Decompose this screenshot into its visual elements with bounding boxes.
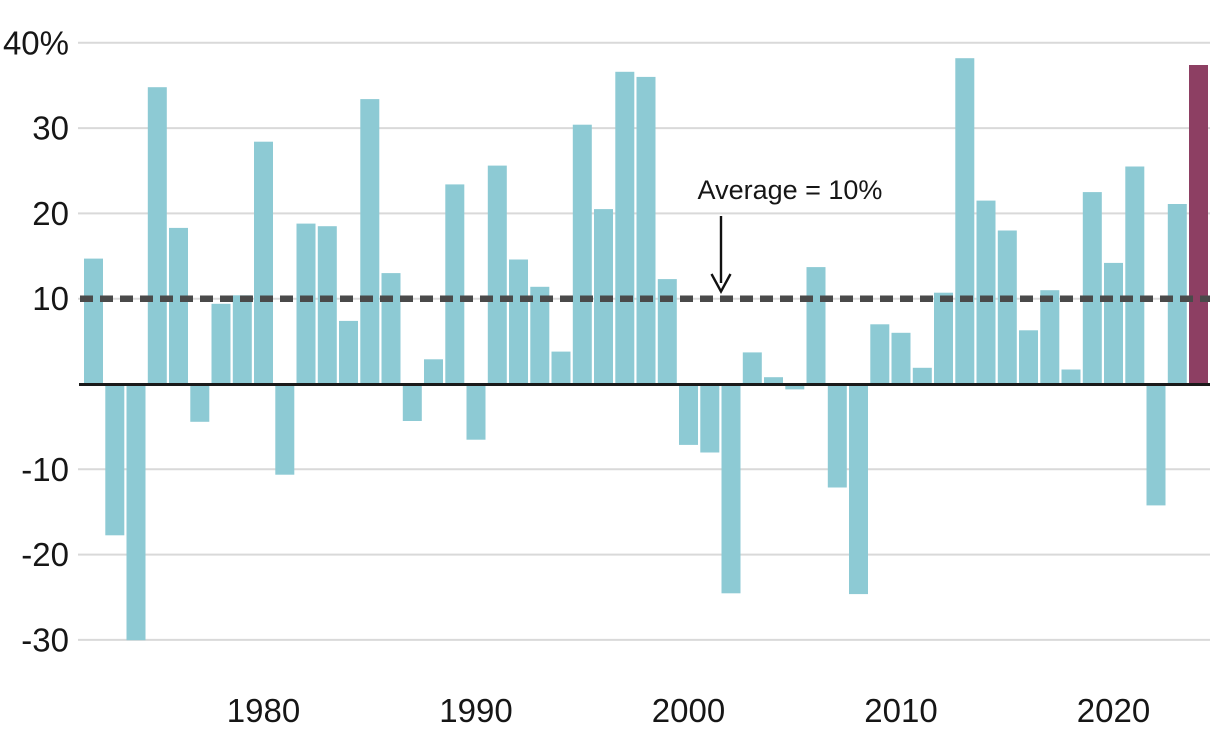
bar-1998: [636, 76, 656, 385]
annotation: Average = 10%: [698, 175, 883, 295]
bars: [84, 58, 1208, 641]
y-axis-label-30: 30: [32, 110, 69, 147]
bar-2021: [1125, 166, 1145, 384]
y-axis-label--30: -30: [21, 621, 69, 658]
bar-1993: [530, 286, 550, 384]
bar-2006: [806, 267, 826, 384]
bar-1991: [487, 165, 507, 384]
bar-1986: [381, 273, 401, 384]
bar-2005: [785, 384, 805, 390]
bar-1999: [657, 279, 677, 384]
bar-2000: [679, 384, 698, 445]
x-axis-label-2020: 2020: [1077, 692, 1150, 729]
x-axis-label-1980: 1980: [227, 692, 300, 729]
bar-1989: [445, 184, 465, 384]
y-axis-label-40: 40%: [3, 24, 69, 61]
bar-1975: [147, 87, 167, 384]
bar-2022: [1146, 384, 1166, 506]
bar-2002: [721, 384, 741, 594]
y-axis-label-20: 20: [32, 195, 69, 232]
y-axis-label--20: -20: [21, 536, 69, 573]
bar-1987: [402, 384, 422, 421]
x-axis-label-2010: 2010: [864, 692, 937, 729]
annotation-arrowhead-icon: [710, 273, 732, 295]
bar-1977: [190, 384, 210, 422]
bar-1990: [466, 384, 486, 440]
bar-2023: [1167, 204, 1187, 384]
bar-2024: [1189, 65, 1208, 384]
bar-1985: [360, 99, 380, 384]
bar-1982: [296, 223, 316, 384]
bar-1981: [275, 384, 295, 475]
y-axis-label-10: 10: [32, 280, 69, 317]
bar-2019: [1082, 192, 1102, 384]
bar-2009: [870, 324, 890, 384]
bar-2018: [1061, 369, 1081, 384]
bar-1973: [105, 384, 125, 536]
bar-1978: [211, 303, 231, 384]
bar-1974: [126, 384, 146, 641]
x-axis-label-2000: 2000: [652, 692, 725, 729]
bar-2013: [955, 58, 975, 384]
bar-1992: [509, 259, 528, 384]
bar-1984: [339, 320, 358, 384]
bar-2015: [997, 230, 1017, 384]
bar-1983: [317, 226, 337, 384]
bar-1995: [572, 124, 592, 384]
bar-2016: [1019, 330, 1038, 384]
bar-2003: [742, 352, 762, 384]
bar-1980: [254, 141, 273, 384]
bar-1979: [232, 295, 252, 384]
bar-2010: [891, 332, 911, 384]
x-axis-label-1990: 1990: [439, 692, 512, 729]
bar-1994: [551, 351, 571, 384]
annotation-text: Average = 10%: [698, 175, 883, 205]
x-axis-labels: 1980 1990 2000 2010 2020: [227, 692, 1150, 729]
bar-1997: [615, 71, 635, 385]
bar-2017: [1040, 290, 1060, 384]
bar-2001: [700, 384, 720, 453]
bar-2011: [912, 367, 932, 384]
bar-1976: [169, 227, 188, 384]
bar-2007: [827, 384, 847, 488]
y-axis-labels: 40% 30 20 10 -10 -20 -30: [3, 24, 69, 658]
bar-2014: [976, 200, 996, 384]
bar-2012: [934, 292, 953, 384]
bar-2020: [1104, 262, 1123, 384]
bar-1988: [424, 359, 443, 384]
bar-2004: [764, 377, 783, 384]
bar-1972: [84, 258, 103, 384]
bar-2008: [849, 384, 868, 595]
y-axis-label--10: -10: [21, 451, 69, 488]
